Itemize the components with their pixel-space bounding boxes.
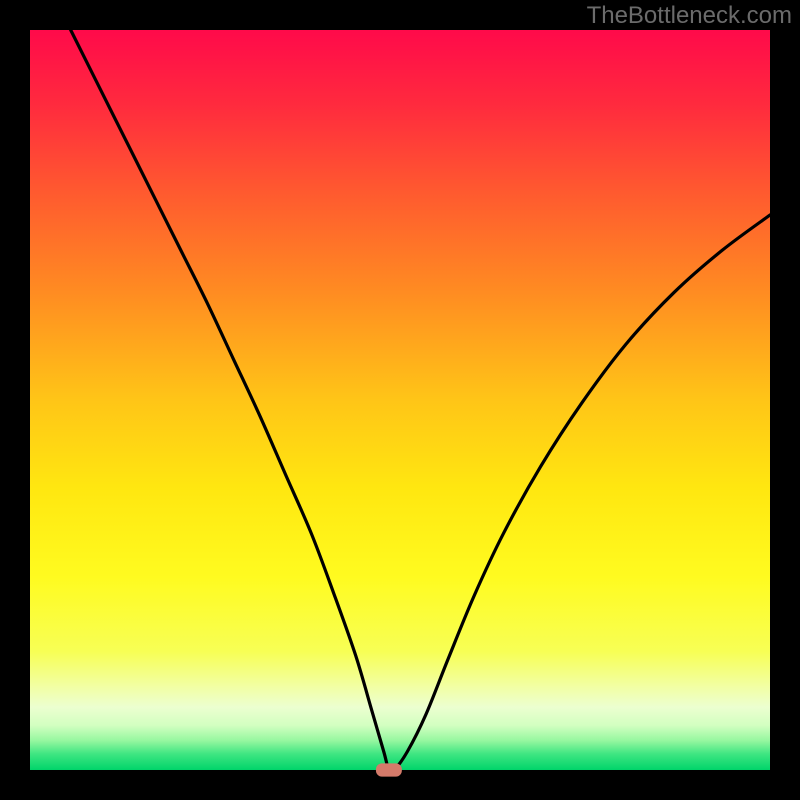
plot-background [30,30,770,770]
chart-stage: TheBottleneck.com [0,0,800,800]
bottleneck-chart-svg [0,0,800,800]
minimum-marker [376,763,402,776]
